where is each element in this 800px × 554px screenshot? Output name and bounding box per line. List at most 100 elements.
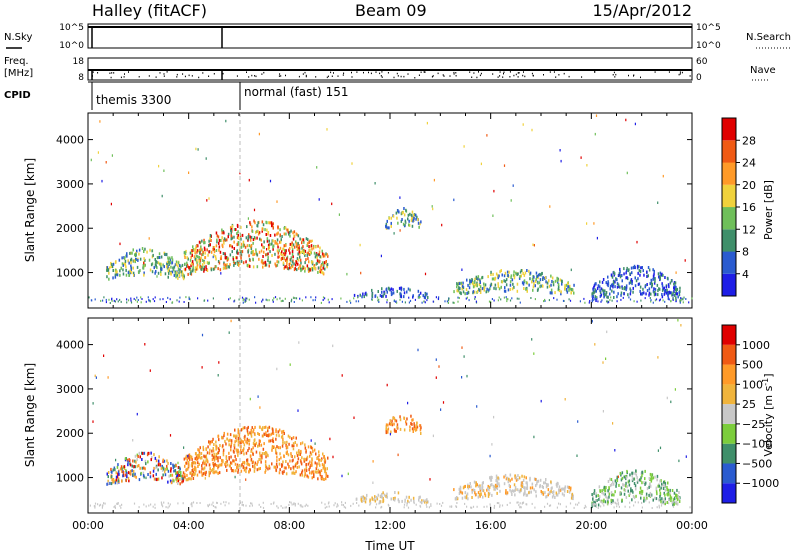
echo-cell bbox=[605, 293, 607, 297]
echo-cell bbox=[240, 441, 242, 445]
ground-cell bbox=[97, 503, 99, 506]
echo-cell bbox=[630, 487, 632, 491]
echo-cell bbox=[117, 470, 120, 474]
echo-cell bbox=[598, 485, 601, 489]
echo-cell bbox=[114, 275, 117, 279]
echo-cell bbox=[385, 494, 387, 498]
echo-cell bbox=[495, 287, 497, 291]
noise-cell bbox=[522, 123, 524, 126]
echo-cell bbox=[231, 245, 233, 249]
ground-cell bbox=[130, 301, 133, 304]
echo-cell bbox=[123, 466, 126, 470]
echo-cell bbox=[652, 277, 655, 281]
echo-cell bbox=[283, 226, 285, 230]
echo-cell bbox=[119, 269, 121, 273]
nave-dot bbox=[302, 73, 304, 75]
echo-cell bbox=[144, 263, 146, 267]
echo-cell bbox=[635, 279, 638, 283]
echo-cell bbox=[397, 498, 400, 502]
echo-cell bbox=[634, 484, 637, 488]
ground-cell bbox=[499, 505, 501, 508]
nave-dot bbox=[188, 74, 190, 77]
echo-cell bbox=[225, 442, 227, 446]
echo-cell bbox=[456, 282, 458, 286]
echo-cell bbox=[663, 498, 665, 502]
echo-cell bbox=[305, 237, 308, 241]
echo-cell bbox=[239, 248, 241, 252]
echo-cell bbox=[132, 472, 134, 476]
ground-cell bbox=[133, 502, 136, 505]
echo-cell bbox=[181, 272, 184, 276]
echo-cell bbox=[176, 271, 178, 275]
echo-cell bbox=[302, 245, 304, 249]
noise-cell bbox=[95, 376, 97, 379]
echo-cell bbox=[508, 483, 511, 487]
echo-cell bbox=[308, 248, 311, 252]
echo-cell bbox=[542, 491, 544, 494]
echo-cell bbox=[112, 269, 114, 272]
echo-cell bbox=[664, 289, 666, 293]
echo-cell bbox=[671, 489, 674, 492]
echo-cell bbox=[377, 493, 380, 497]
echo-cell bbox=[467, 485, 469, 489]
echo-cell bbox=[488, 493, 490, 496]
ground-cell bbox=[284, 506, 286, 509]
echo-cell bbox=[496, 480, 499, 484]
echo-cell bbox=[514, 476, 517, 480]
echo-cell bbox=[472, 285, 475, 289]
echo-cell bbox=[243, 468, 246, 472]
y-tick-label: 2000 bbox=[56, 222, 84, 235]
echo-cell bbox=[594, 501, 596, 505]
ground-cell bbox=[378, 301, 380, 303]
echo-cell bbox=[634, 276, 636, 280]
echo-cell bbox=[659, 498, 661, 502]
echo-cell bbox=[179, 270, 182, 274]
echo-cell bbox=[280, 463, 283, 467]
echo-cell bbox=[177, 482, 179, 485]
echo-cell bbox=[613, 493, 615, 497]
echo-cell bbox=[215, 444, 217, 448]
echo-cell bbox=[646, 496, 648, 500]
ground-cell bbox=[369, 503, 371, 506]
ground-cell bbox=[94, 298, 96, 301]
echo-cell bbox=[464, 292, 466, 296]
echo-cell bbox=[265, 425, 267, 429]
noise-cell bbox=[594, 343, 596, 346]
colorbar-tick-label: 20 bbox=[742, 179, 756, 192]
echo-cell bbox=[219, 456, 221, 460]
echo-cell bbox=[394, 496, 396, 500]
echo-cell bbox=[621, 274, 623, 277]
y-tick-label: 3000 bbox=[56, 383, 84, 396]
echo-cell bbox=[261, 454, 263, 458]
echo-cell bbox=[223, 241, 225, 245]
echo-cell bbox=[661, 482, 663, 486]
ground-cell bbox=[597, 300, 599, 303]
nsky-label: N.Sky bbox=[4, 32, 32, 43]
echo-cell bbox=[221, 458, 223, 462]
ground-cell bbox=[302, 505, 304, 508]
echo-cell bbox=[475, 277, 478, 280]
echo-cell bbox=[282, 460, 284, 464]
echo-cell bbox=[611, 480, 614, 484]
echo-cell bbox=[275, 462, 278, 466]
echo-cell bbox=[209, 237, 211, 241]
echo-cell bbox=[499, 270, 501, 274]
echo-cell bbox=[177, 264, 179, 268]
echo-cell bbox=[283, 232, 286, 236]
ground-cell bbox=[503, 296, 505, 299]
echo-cell bbox=[144, 459, 147, 463]
y-tick-label: 4000 bbox=[56, 134, 84, 147]
echo-cell bbox=[143, 451, 146, 455]
echo-cell bbox=[644, 498, 647, 502]
echo-cell bbox=[232, 260, 235, 263]
noise-cell bbox=[249, 397, 251, 401]
echo-cell bbox=[248, 470, 250, 474]
echo-cell bbox=[213, 452, 215, 456]
echo-cell bbox=[400, 295, 403, 299]
ground-cell bbox=[521, 502, 523, 505]
echo-cell bbox=[650, 278, 652, 282]
echo-cell bbox=[545, 280, 547, 284]
echo-cell bbox=[561, 279, 563, 283]
echo-cell bbox=[486, 287, 488, 291]
